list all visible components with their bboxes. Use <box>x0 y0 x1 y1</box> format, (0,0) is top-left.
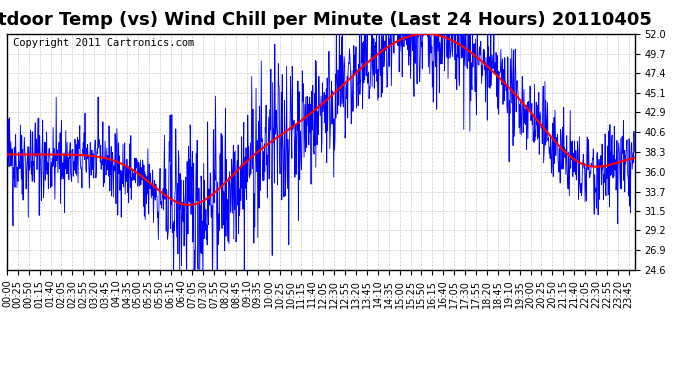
Text: Outdoor Temp (vs) Wind Chill per Minute (Last 24 Hours) 20110405: Outdoor Temp (vs) Wind Chill per Minute … <box>0 11 651 29</box>
Text: Copyright 2011 Cartronics.com: Copyright 2011 Cartronics.com <box>13 39 195 48</box>
